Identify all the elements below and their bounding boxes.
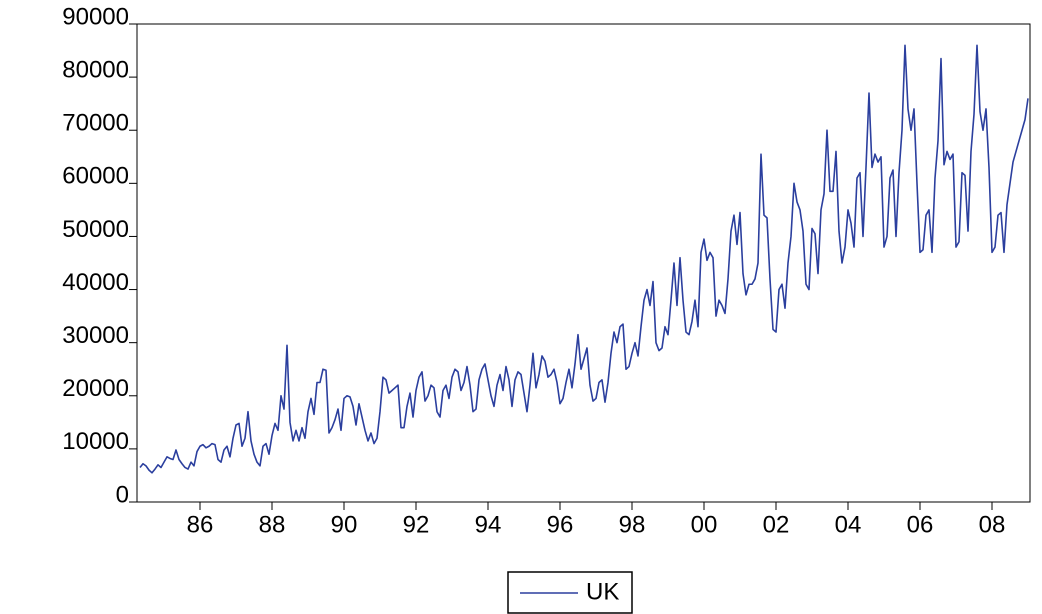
x-tick-label: 04 [835,511,862,538]
series-line [139,44,1029,474]
x-tick-label: 02 [763,511,790,538]
legend-label: UK [586,578,619,605]
x-tick-label: 90 [331,511,358,538]
x-tick-label: 08 [979,511,1006,538]
y-tick-label: 60000 [62,163,129,190]
x-tick-label: 86 [187,511,214,538]
y-tick-label: 80000 [62,56,129,83]
x-tick-label: 98 [619,511,646,538]
y-tick-label: 10000 [62,428,129,455]
y-tick-label: 70000 [62,110,129,137]
y-tick-label: 40000 [62,269,129,296]
plot-frame [136,23,1031,503]
y-tick-label: 30000 [62,322,129,349]
x-tick-label: 88 [259,511,286,538]
x-tick-label: 06 [907,511,934,538]
x-tick-label: 00 [691,511,718,538]
y-tick-label: 50000 [62,216,129,243]
x-tick-label: 94 [475,511,502,538]
y-tick-label: 0 [116,481,129,508]
x-tick-label: 92 [403,511,430,538]
x-tick-label: 96 [547,511,574,538]
y-tick-label: 90000 [62,3,129,30]
y-tick-label: 20000 [62,375,129,402]
